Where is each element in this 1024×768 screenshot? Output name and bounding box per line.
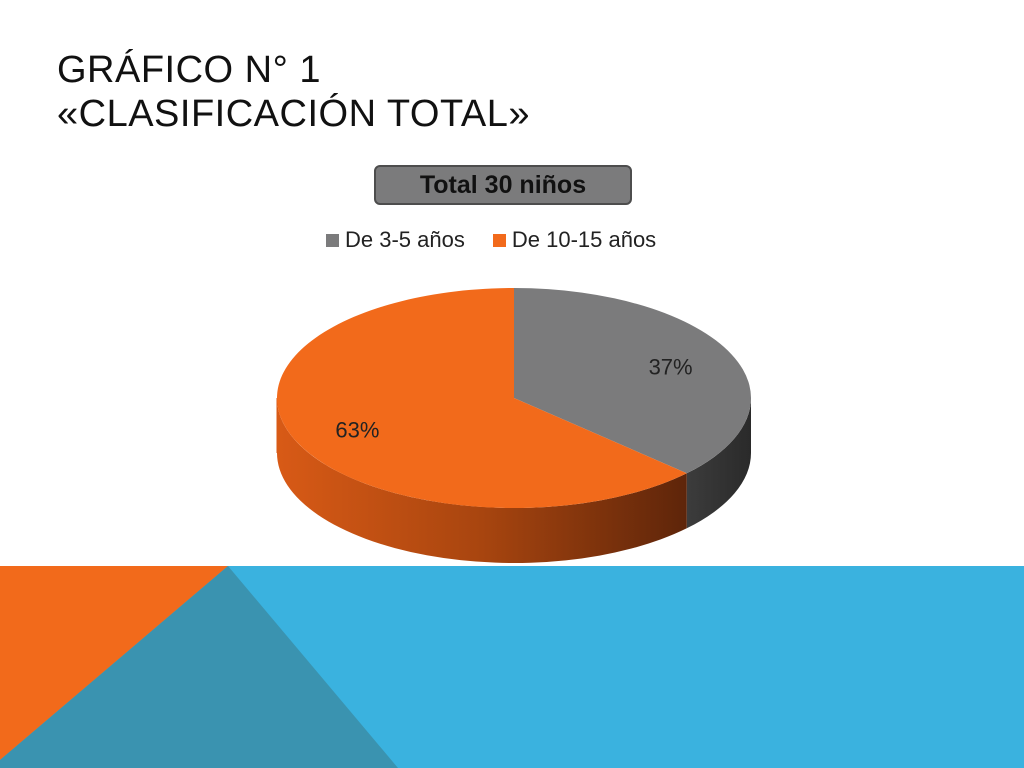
- pie-top: [276, 288, 751, 508]
- chart-legend: De 3-5 años De 10-15 años: [326, 227, 656, 253]
- legend-label-1: De 10-15 años: [511, 227, 657, 252]
- pie-labels: 37% 63%: [335, 355, 692, 443]
- slide-title-line-2: «CLASIFICACIÓN TOTAL»: [57, 93, 530, 135]
- pie-sides: [276, 398, 751, 563]
- legend-label-0: De 3-5 años: [345, 227, 465, 252]
- pie-slice-1: [276, 288, 687, 508]
- pie-slice-side-0: [686, 398, 751, 529]
- legend-swatch-0: [326, 233, 339, 247]
- chart-title: Total 30 niños: [374, 165, 632, 205]
- legend-swatch-1: [492, 233, 506, 247]
- pie-slice-side-1: [277, 398, 687, 563]
- pie-slice-0: [514, 288, 751, 474]
- pie-data-label-1: 63%: [335, 418, 379, 443]
- slide-title: GRÁFICO N° 1 «CLASIFICACIÓN TOTAL»: [57, 48, 530, 136]
- teal-triangle: [0, 566, 398, 768]
- slide-title-line-1: GRÁFICO N° 1: [57, 49, 322, 91]
- legend-item-1: De 10-15 años: [492, 227, 657, 253]
- legend-item-0: De 3-5 años: [326, 227, 465, 253]
- pie-data-label-0: 37%: [649, 355, 693, 380]
